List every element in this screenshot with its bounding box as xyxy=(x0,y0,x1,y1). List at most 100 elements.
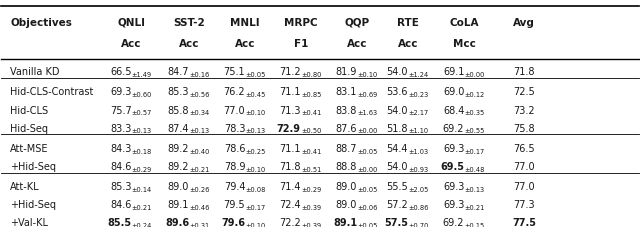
Text: 69.0: 69.0 xyxy=(443,87,465,97)
Text: Hid-CLS-Contrast: Hid-CLS-Contrast xyxy=(10,87,93,97)
Text: 78.6: 78.6 xyxy=(224,144,245,154)
Text: +Hid-Seq: +Hid-Seq xyxy=(10,200,56,210)
Text: ±0.00: ±0.00 xyxy=(357,128,378,134)
Text: ±0.21: ±0.21 xyxy=(465,205,484,211)
Text: 77.5: 77.5 xyxy=(513,218,536,227)
Text: ±0.39: ±0.39 xyxy=(301,223,321,227)
Text: ±0.69: ±0.69 xyxy=(357,92,378,98)
Text: ±0.13: ±0.13 xyxy=(245,128,266,134)
Text: QQP: QQP xyxy=(344,17,370,27)
Text: 57.2: 57.2 xyxy=(387,200,408,210)
Text: 69.2: 69.2 xyxy=(443,124,465,134)
Text: 87.6: 87.6 xyxy=(335,124,357,134)
Text: 89.2: 89.2 xyxy=(168,144,189,154)
Text: ±0.60: ±0.60 xyxy=(132,92,152,98)
Text: 54.4: 54.4 xyxy=(387,144,408,154)
Text: Acc: Acc xyxy=(179,39,199,49)
Text: Acc: Acc xyxy=(347,39,367,49)
Text: ±0.05: ±0.05 xyxy=(245,72,266,78)
Text: +Val-KL: +Val-KL xyxy=(10,218,48,227)
Text: 77.3: 77.3 xyxy=(513,200,535,210)
Text: ±0.51: ±0.51 xyxy=(301,167,321,173)
Text: ±1.49: ±1.49 xyxy=(132,72,152,78)
Text: ±0.55: ±0.55 xyxy=(465,128,484,134)
Text: 83.8: 83.8 xyxy=(335,106,357,116)
Text: ±0.39: ±0.39 xyxy=(301,205,321,211)
Text: ±1.24: ±1.24 xyxy=(408,72,428,78)
Text: 76.2: 76.2 xyxy=(223,87,245,97)
Text: ±0.41: ±0.41 xyxy=(301,148,321,155)
Text: 89.2: 89.2 xyxy=(168,162,189,172)
Text: 69.3: 69.3 xyxy=(110,87,132,97)
Text: 69.3: 69.3 xyxy=(443,182,465,192)
Text: 77.0: 77.0 xyxy=(223,106,245,116)
Text: ±1.10: ±1.10 xyxy=(408,128,428,134)
Text: 89.0: 89.0 xyxy=(335,200,357,210)
Text: ±0.31: ±0.31 xyxy=(189,223,209,227)
Text: ±0.57: ±0.57 xyxy=(132,110,152,116)
Text: ±0.05: ±0.05 xyxy=(357,187,378,193)
Text: Avg: Avg xyxy=(513,17,535,27)
Text: 57.5: 57.5 xyxy=(384,218,408,227)
Text: 79.5: 79.5 xyxy=(223,200,245,210)
Text: ±0.10: ±0.10 xyxy=(245,167,266,173)
Text: 54.0: 54.0 xyxy=(387,106,408,116)
Text: ±0.56: ±0.56 xyxy=(189,92,209,98)
Text: 75.8: 75.8 xyxy=(513,124,535,134)
Text: ±0.05: ±0.05 xyxy=(357,148,378,155)
Text: SST-2: SST-2 xyxy=(173,17,205,27)
Text: 69.3: 69.3 xyxy=(443,144,465,154)
Text: ±0.16: ±0.16 xyxy=(189,72,209,78)
Text: ±0.25: ±0.25 xyxy=(245,148,266,155)
Text: 89.0: 89.0 xyxy=(168,182,189,192)
Text: 54.0: 54.0 xyxy=(387,162,408,172)
Text: ±0.26: ±0.26 xyxy=(189,187,209,193)
Text: ±0.10: ±0.10 xyxy=(357,72,378,78)
Text: 54.0: 54.0 xyxy=(387,67,408,77)
Text: 69.1: 69.1 xyxy=(443,67,465,77)
Text: ±0.06: ±0.06 xyxy=(357,205,378,211)
Text: ±0.50: ±0.50 xyxy=(301,128,321,134)
Text: 71.1: 71.1 xyxy=(279,87,301,97)
Text: 89.6: 89.6 xyxy=(165,218,189,227)
Text: F1: F1 xyxy=(294,39,308,49)
Text: Att-MSE: Att-MSE xyxy=(10,144,49,154)
Text: ±0.05: ±0.05 xyxy=(357,223,378,227)
Text: 85.5: 85.5 xyxy=(108,218,132,227)
Text: ±0.93: ±0.93 xyxy=(408,167,428,173)
Text: 89.1: 89.1 xyxy=(333,218,357,227)
Text: ±0.00: ±0.00 xyxy=(465,72,484,78)
Text: Att-KL: Att-KL xyxy=(10,182,40,192)
Text: ±0.41: ±0.41 xyxy=(301,110,321,116)
Text: ±0.17: ±0.17 xyxy=(465,148,484,155)
Text: MNLI: MNLI xyxy=(230,17,260,27)
Text: 69.3: 69.3 xyxy=(443,200,465,210)
Text: 77.0: 77.0 xyxy=(513,162,535,172)
Text: 76.5: 76.5 xyxy=(513,144,535,154)
Text: 88.8: 88.8 xyxy=(335,162,357,172)
Text: 72.9: 72.9 xyxy=(277,124,301,134)
Text: 72.2: 72.2 xyxy=(279,218,301,227)
Text: ±0.86: ±0.86 xyxy=(408,205,429,211)
Text: ±2.05: ±2.05 xyxy=(408,187,429,193)
Text: Vanilla KD: Vanilla KD xyxy=(10,67,60,77)
Text: ±0.13: ±0.13 xyxy=(189,128,209,134)
Text: Hid-CLS: Hid-CLS xyxy=(10,106,49,116)
Text: 55.5: 55.5 xyxy=(387,182,408,192)
Text: ±0.15: ±0.15 xyxy=(465,223,484,227)
Text: 69.5: 69.5 xyxy=(440,162,465,172)
Text: 84.6: 84.6 xyxy=(110,162,132,172)
Text: ±0.40: ±0.40 xyxy=(189,148,209,155)
Text: 71.3: 71.3 xyxy=(279,106,301,116)
Text: 71.8: 71.8 xyxy=(514,67,535,77)
Text: ±0.45: ±0.45 xyxy=(245,92,266,98)
Text: 85.3: 85.3 xyxy=(168,87,189,97)
Text: 87.4: 87.4 xyxy=(168,124,189,134)
Text: ±0.46: ±0.46 xyxy=(189,205,209,211)
Text: ±0.14: ±0.14 xyxy=(132,187,152,193)
Text: 85.3: 85.3 xyxy=(110,182,132,192)
Text: RTE: RTE xyxy=(397,17,419,27)
Text: ±0.08: ±0.08 xyxy=(245,187,266,193)
Text: ±2.17: ±2.17 xyxy=(408,110,428,116)
Text: 69.2: 69.2 xyxy=(443,218,465,227)
